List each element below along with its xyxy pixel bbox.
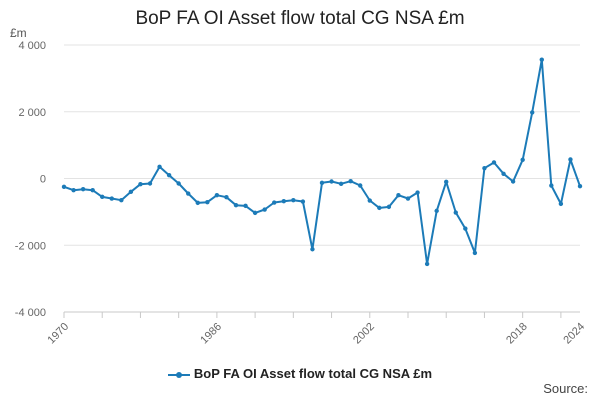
data-point[interactable] — [510, 179, 516, 184]
x-tick-label: 1970 — [45, 321, 71, 347]
gridlines — [64, 44, 580, 246]
data-point[interactable] — [300, 199, 306, 204]
data-point[interactable] — [472, 250, 478, 256]
data-point[interactable] — [568, 157, 573, 162]
chart-title: BoP FA OI Asset flow total CG NSA £m — [135, 8, 465, 29]
data-point[interactable] — [338, 181, 344, 187]
data-point[interactable] — [558, 201, 564, 207]
data-point[interactable] — [138, 181, 143, 187]
data-point[interactable] — [233, 203, 239, 208]
data-point[interactable] — [147, 181, 153, 186]
data-point[interactable] — [482, 165, 487, 171]
data-point[interactable] — [358, 183, 363, 188]
data-point[interactable] — [100, 194, 105, 200]
legend[interactable]: BoP FA OI Asset flow total CG NSA £m — [0, 366, 600, 381]
data-point[interactable] — [310, 247, 315, 252]
data-point[interactable] — [319, 180, 325, 186]
data-point[interactable] — [377, 205, 382, 211]
data-point[interactable] — [329, 179, 334, 184]
y-tick-label: -2 000 — [15, 240, 46, 252]
series-layer — [61, 57, 583, 267]
y-tick-label: -4 000 — [15, 307, 46, 319]
y-tick-label: 2 000 — [18, 107, 46, 119]
data-point[interactable] — [195, 200, 200, 206]
data-point[interactable] — [252, 210, 258, 216]
data-point[interactable] — [491, 160, 497, 165]
legend-label: BoP FA OI Asset flow total CG NSA £m — [193, 366, 433, 381]
data-point[interactable] — [501, 171, 506, 177]
data-point[interactable] — [367, 198, 372, 203]
x-axis-ticks: 1970 1986 2002 2018 2024 — [45, 321, 587, 347]
data-point[interactable] — [549, 183, 554, 188]
data-point[interactable] — [61, 184, 67, 190]
data-point[interactable] — [166, 172, 172, 178]
series-line — [63, 58, 581, 265]
data-point[interactable] — [205, 199, 210, 205]
data-point[interactable] — [396, 192, 401, 198]
data-point[interactable] — [128, 189, 134, 195]
data-point[interactable] — [291, 197, 296, 203]
data-point[interactable] — [539, 57, 544, 62]
data-point[interactable] — [281, 198, 286, 204]
data-point[interactable] — [262, 207, 267, 212]
data-point[interactable] — [119, 197, 124, 203]
data-point[interactable] — [176, 181, 181, 186]
data-point[interactable] — [415, 190, 420, 195]
data-point[interactable] — [71, 187, 76, 193]
x-tick-label: 2024 — [561, 321, 587, 347]
data-point[interactable] — [530, 110, 535, 115]
data-point[interactable] — [444, 179, 449, 185]
data-point[interactable] — [463, 226, 468, 231]
data-point[interactable] — [157, 164, 162, 170]
data-point[interactable] — [434, 208, 439, 214]
y-axis-unit-label: £m — [10, 26, 27, 40]
legend-swatch — [167, 370, 190, 380]
data-point[interactable] — [405, 196, 411, 201]
source-label: Source: — [543, 381, 588, 396]
data-point[interactable] — [80, 186, 86, 192]
data-point[interactable] — [348, 178, 353, 184]
data-point[interactable] — [243, 203, 248, 209]
data-point[interactable] — [109, 196, 114, 201]
y-tick-label: 0 — [40, 174, 46, 186]
y-tick-label: 4 000 — [18, 40, 46, 52]
y-axis-ticks: -4 000 -2 000 0 2 000 4 000 — [15, 40, 46, 319]
data-point[interactable] — [424, 261, 430, 267]
data-point[interactable] — [453, 210, 458, 215]
x-tick-label: 2002 — [351, 321, 377, 347]
data-point[interactable] — [577, 183, 583, 189]
data-point[interactable] — [386, 204, 392, 210]
data-point[interactable] — [186, 191, 191, 196]
x-tick-label: 1986 — [198, 321, 224, 347]
data-point[interactable] — [520, 157, 525, 163]
data-point[interactable] — [214, 192, 220, 198]
x-tick-label: 2018 — [504, 321, 530, 347]
data-point[interactable] — [272, 200, 277, 205]
data-point[interactable] — [224, 194, 229, 200]
x-axis — [63, 311, 580, 318]
data-point[interactable] — [90, 187, 95, 193]
